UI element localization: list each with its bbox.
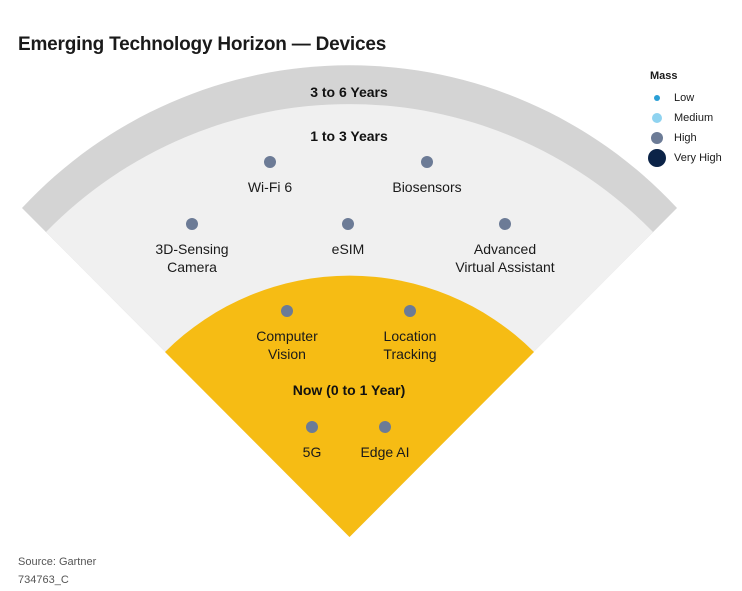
legend-dot-low — [654, 95, 660, 101]
ring-label-1-to-3-years: 1 to 3 Years — [310, 128, 388, 144]
mass-legend: Mass Low Medium High Very High — [648, 70, 722, 168]
tech-5g: 5G — [303, 421, 322, 460]
tech-label-computer-vision: Computer — [256, 328, 318, 344]
page-title: Emerging Technology Horizon — Devices — [18, 34, 387, 55]
tech-label-5g: 5G — [303, 444, 322, 460]
tech-label-edge-ai: Edge AI — [360, 444, 409, 460]
technology-markers: Wi-Fi 6 Biosensors 3D-Sensing Camera eSIM Adv… — [155, 156, 555, 460]
tech-dot-3d-sensing-camera — [186, 218, 198, 230]
tech-dot-5g — [306, 421, 318, 433]
tech-dot-location-tracking — [404, 305, 416, 317]
tech-wi-fi-6: Wi-Fi 6 — [248, 156, 293, 195]
tech-label-3d-sensing-camera: Camera — [167, 259, 217, 275]
tech-edge-ai: Edge AI — [360, 421, 410, 460]
source-note: Source: Gartner — [18, 556, 97, 568]
legend-item-medium: Medium — [650, 108, 722, 128]
tech-location-tracking: Location Tracking — [383, 305, 437, 362]
tech-label-esim: eSIM — [332, 241, 365, 257]
tech-label-location-tracking: Location — [384, 328, 437, 344]
ring-now — [165, 275, 534, 537]
tech-dot-edge-ai — [379, 421, 391, 433]
tech-label-wi-fi-6: Wi-Fi 6 — [248, 179, 293, 195]
tech-dot-wi-fi-6 — [264, 156, 276, 168]
legend-label-very-high: Very High — [674, 152, 722, 164]
tech-dot-computer-vision — [281, 305, 293, 317]
tech-label-advanced-virtual-assistant: Virtual Assistant — [455, 259, 554, 275]
figure-id: 734763_C — [18, 574, 69, 586]
tech-dot-biosensors — [421, 156, 433, 168]
legend-item-very-high: Very High — [648, 148, 722, 168]
tech-advanced-virtual-assistant: Advanced Virtual Assistant — [455, 218, 555, 275]
tech-esim: eSIM — [332, 218, 365, 257]
legend-title: Mass — [650, 70, 678, 82]
tech-dot-esim — [342, 218, 354, 230]
legend-label-high: High — [674, 132, 697, 144]
tech-label-location-tracking: Tracking — [383, 346, 436, 362]
tech-computer-vision: Computer Vision — [256, 305, 318, 362]
legend-item-low: Low — [650, 88, 722, 108]
legend-item-high: High — [650, 128, 722, 148]
legend-dot-medium — [652, 113, 662, 123]
tech-label-advanced-virtual-assistant: Advanced — [474, 241, 536, 257]
tech-dot-advanced-virtual-assistant — [499, 218, 511, 230]
tech-label-biosensors: Biosensors — [392, 179, 461, 195]
legend-dot-high — [651, 132, 663, 144]
legend-label-medium: Medium — [674, 112, 714, 124]
tech-biosensors: Biosensors — [392, 156, 462, 195]
ring-label-3-to-6-years: 3 to 6 Years — [310, 84, 388, 100]
ring-label-now: Now (0 to 1 Year) — [293, 382, 406, 398]
tech-label-computer-vision: Vision — [268, 346, 306, 362]
legend-dot-very-high — [648, 149, 666, 167]
tech-3d-sensing-camera: 3D-Sensing Camera — [155, 218, 229, 275]
tech-label-3d-sensing-camera: 3D-Sensing — [155, 241, 228, 257]
legend-label-low: Low — [674, 92, 695, 104]
